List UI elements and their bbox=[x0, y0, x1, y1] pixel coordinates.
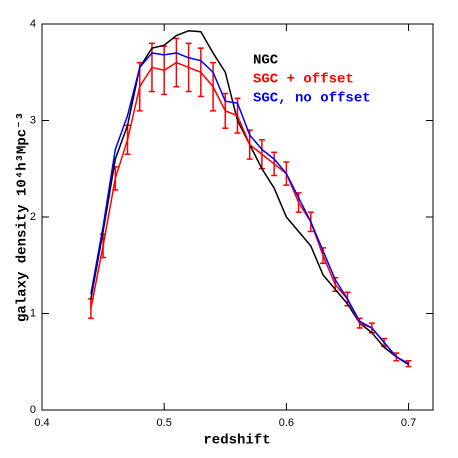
x-tick-label: 0.7 bbox=[401, 417, 416, 429]
y-tick-label: 4 bbox=[30, 18, 36, 30]
x-tick-label: 0.5 bbox=[157, 417, 172, 429]
x-tick-label: 0.6 bbox=[279, 417, 294, 429]
legend-entry: SGC + offset bbox=[253, 72, 354, 88]
series-line bbox=[90, 52, 409, 365]
y-axis-label: galaxy density 10⁴h³Mpc⁻³ bbox=[15, 112, 31, 322]
y-tick-label: 2 bbox=[30, 211, 36, 223]
legend-entry: NGC bbox=[253, 53, 279, 69]
x-axis-label: redshift bbox=[203, 433, 270, 449]
y-tick-label: 3 bbox=[30, 114, 36, 126]
series-line bbox=[90, 29, 409, 366]
y-tick-label: 1 bbox=[30, 307, 36, 319]
y-tick-label: 0 bbox=[30, 404, 36, 416]
legend-entry: SGC, no offset bbox=[253, 91, 371, 107]
x-tick-label: 0.4 bbox=[34, 417, 49, 429]
plot-frame bbox=[41, 23, 434, 411]
